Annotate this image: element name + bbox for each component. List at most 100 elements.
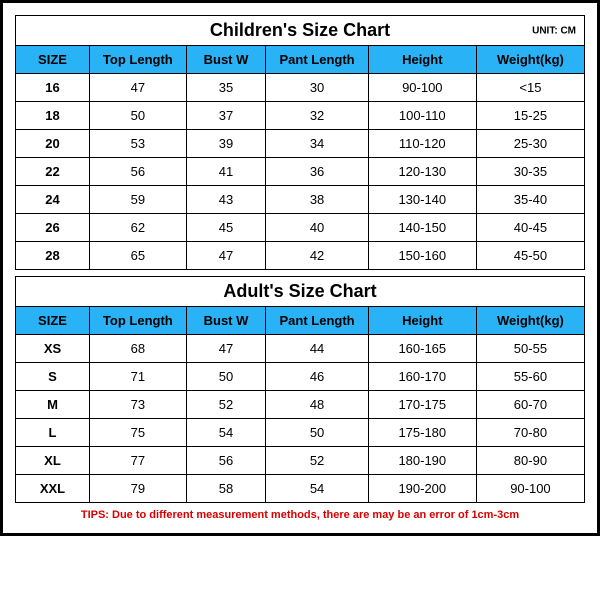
table-cell: 90-100 [368,74,476,102]
column-header: SIZE [16,307,90,335]
table-cell: 79 [89,475,186,503]
table-cell: 62 [89,214,186,242]
size-chart-container: Children's Size Chart UNIT: CM SIZETop L… [0,0,600,536]
table-cell: 20 [16,130,90,158]
table-header-row: SIZETop LengthBust WPant LengthHeightWei… [16,46,585,74]
table-cell: 65 [89,242,186,270]
table-cell: 68 [89,335,186,363]
table-cell: 40-45 [476,214,584,242]
adult-chart-title: Adult's Size Chart [223,281,376,301]
column-header: SIZE [16,46,90,74]
table-cell: 56 [186,447,266,475]
table-cell: 47 [186,242,266,270]
children-table-header: SIZETop LengthBust WPant LengthHeightWei… [16,46,585,74]
unit-label: UNIT: CM [532,25,576,36]
column-header: Bust W [186,46,266,74]
table-cell: 47 [186,335,266,363]
table-row: S715046160-17055-60 [16,363,585,391]
table-cell: 70-80 [476,419,584,447]
column-header: Pant Length [266,46,368,74]
table-cell: 80-90 [476,447,584,475]
column-header: Weight(kg) [476,307,584,335]
table-cell: <15 [476,74,584,102]
table-cell: 30-35 [476,158,584,186]
table-row: 22564136120-13030-35 [16,158,585,186]
table-cell: 75 [89,419,186,447]
table-cell: 160-165 [368,335,476,363]
table-cell: 59 [89,186,186,214]
table-cell: 22 [16,158,90,186]
adult-table-body: XS684744160-16550-55S715046160-17055-60M… [16,335,585,503]
table-row: 28654742150-16045-50 [16,242,585,270]
table-cell: 120-130 [368,158,476,186]
table-cell: XS [16,335,90,363]
column-header: Top Length [89,46,186,74]
table-cell: 190-200 [368,475,476,503]
adult-size-table: SIZETop LengthBust WPant LengthHeightWei… [15,306,585,503]
table-row: 1647353090-100<15 [16,74,585,102]
table-cell: 44 [266,335,368,363]
table-cell: 170-175 [368,391,476,419]
table-cell: 100-110 [368,102,476,130]
adult-table-header: SIZETop LengthBust WPant LengthHeightWei… [16,307,585,335]
adult-chart-title-row: Adult's Size Chart [15,276,585,306]
table-cell: 180-190 [368,447,476,475]
table-row: M735248170-17560-70 [16,391,585,419]
table-cell: 48 [266,391,368,419]
table-cell: 46 [266,363,368,391]
table-cell: 32 [266,102,368,130]
tips-note: TIPS: Due to different measurement metho… [15,503,585,521]
table-row: 26624540140-15040-45 [16,214,585,242]
table-row: 20533934110-12025-30 [16,130,585,158]
table-cell: L [16,419,90,447]
table-cell: 41 [186,158,266,186]
table-cell: 140-150 [368,214,476,242]
table-cell: 45-50 [476,242,584,270]
table-cell: 16 [16,74,90,102]
table-cell: 50-55 [476,335,584,363]
table-cell: 160-170 [368,363,476,391]
column-header: Weight(kg) [476,46,584,74]
table-cell: 18 [16,102,90,130]
table-row: XL775652180-19080-90 [16,447,585,475]
table-cell: 50 [89,102,186,130]
table-row: XXL795854190-20090-100 [16,475,585,503]
table-cell: 60-70 [476,391,584,419]
table-cell: 40 [266,214,368,242]
table-cell: 58 [186,475,266,503]
table-row: 18503732100-11015-25 [16,102,585,130]
table-cell: 35-40 [476,186,584,214]
table-cell: 50 [266,419,368,447]
table-cell: 24 [16,186,90,214]
table-cell: XXL [16,475,90,503]
table-cell: 26 [16,214,90,242]
table-cell: 90-100 [476,475,584,503]
table-cell: 25-30 [476,130,584,158]
table-cell: 77 [89,447,186,475]
table-cell: 73 [89,391,186,419]
table-row: L755450175-18070-80 [16,419,585,447]
children-table-body: 1647353090-100<1518503732100-11015-25205… [16,74,585,270]
table-row: XS684744160-16550-55 [16,335,585,363]
column-header: Pant Length [266,307,368,335]
table-cell: 130-140 [368,186,476,214]
table-cell: 38 [266,186,368,214]
table-cell: 54 [186,419,266,447]
table-cell: 42 [266,242,368,270]
table-cell: 52 [266,447,368,475]
table-cell: S [16,363,90,391]
table-cell: 110-120 [368,130,476,158]
table-header-row: SIZETop LengthBust WPant LengthHeightWei… [16,307,585,335]
table-cell: 52 [186,391,266,419]
table-cell: 35 [186,74,266,102]
children-size-table: SIZETop LengthBust WPant LengthHeightWei… [15,45,585,270]
table-cell: 55-60 [476,363,584,391]
table-cell: 36 [266,158,368,186]
table-cell: 43 [186,186,266,214]
table-cell: 47 [89,74,186,102]
column-header: Bust W [186,307,266,335]
column-header: Height [368,307,476,335]
table-cell: 175-180 [368,419,476,447]
table-cell: 37 [186,102,266,130]
table-cell: 34 [266,130,368,158]
